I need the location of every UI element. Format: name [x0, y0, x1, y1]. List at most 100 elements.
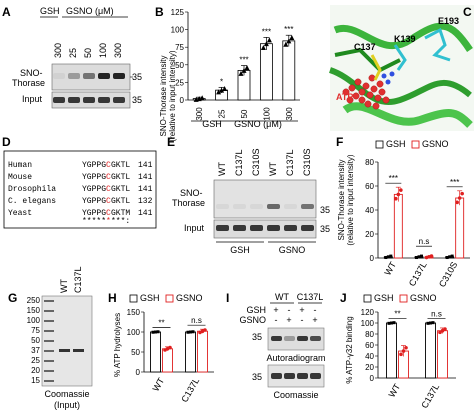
panel-g-ladder-band — [44, 300, 54, 302]
alignment-seq-suffix: GKTL — [111, 185, 130, 194]
panel-c: C E193 K139 C137 ATP — [328, 5, 474, 131]
panel-g-ladder-band — [44, 330, 54, 332]
panel-e-gsh-label: GSH — [230, 245, 250, 255]
chart-ytick-label: 0 — [136, 368, 141, 377]
panel-b-significance: *** — [239, 56, 248, 65]
panel-b-gsno-label: GSNO (μM) — [234, 119, 282, 129]
panel-e-lane-label: C137L — [234, 149, 244, 176]
atp-atom — [354, 78, 362, 86]
panel-f-significance: *** — [450, 178, 459, 187]
panel-a-mw1: 35 — [132, 72, 142, 82]
panel-b-chart: 0 25 50 75 100 125 300 * 25 *** 50 *** 100 *** 300 — [171, 8, 300, 122]
chart-ytick-label: 150 — [127, 308, 141, 317]
label-c137: C137 — [354, 42, 376, 52]
alignment-seq-prefix: YGPPG — [82, 197, 106, 206]
panel-e-sno-band — [250, 204, 263, 209]
alignment-seq-suffix: GKTL — [111, 173, 130, 182]
panel-i-coomassie-band — [284, 373, 295, 379]
panel-i-letter: I — [226, 291, 229, 305]
chart-xtick-label: WT — [151, 376, 167, 394]
legend-label-gsno: GSNO — [422, 139, 449, 149]
panel-i-gsh-sign: - — [288, 305, 291, 315]
chart-point-gsno — [203, 328, 207, 332]
panel-i-coomassie-band — [271, 373, 282, 379]
chart-ytick-label: 80 — [365, 158, 374, 167]
panel-a-sno-band — [68, 73, 80, 79]
panel-a-sno-band — [98, 73, 110, 79]
panel-g-mw-label: 20 — [31, 366, 40, 375]
panel-i-gsno-sign: + — [312, 315, 317, 325]
panel-j-significance: ** — [394, 309, 400, 318]
panel-e-sno-band — [284, 204, 297, 209]
label-atp: ATP — [336, 92, 353, 102]
panel-h-significance: ** — [158, 319, 164, 328]
panel-h: H GSH GSNO 0 50 100 150 WT C137L ** n.s % ATP hy… — [108, 291, 214, 404]
panel-g-ladder-band — [44, 310, 54, 312]
panel-i-coomassie — [267, 364, 325, 388]
panel-a-row1-label: SNO- — [20, 68, 43, 78]
chart-xtick-label: C310S — [437, 260, 459, 289]
panel-b-point — [260, 44, 266, 50]
chart-point-gsno — [457, 196, 462, 200]
panel-i-gsh-label: GSH — [246, 305, 266, 315]
chart-point-gsh — [384, 256, 388, 260]
panel-e-sno-band — [267, 204, 280, 209]
legend-swatch-gsno — [399, 294, 408, 303]
chart-point-gsh — [191, 330, 195, 334]
chart-xtick-label: WT — [382, 260, 398, 278]
panel-h-letter: H — [108, 291, 117, 305]
chart-ytick-label: 120 — [361, 308, 375, 317]
panel-i-autoradiogram-band — [310, 336, 321, 341]
panel-b: B 0 25 50 75 100 125 300 * 25 *** 50 *** 100 *** 300 S… — [155, 5, 300, 142]
atp-atom — [358, 88, 366, 96]
atp-atom — [364, 100, 372, 108]
chart-ytick-label: 50 — [131, 348, 140, 357]
atp-ligand — [342, 71, 395, 110]
legend-label-gsno: GSNO — [176, 293, 203, 303]
panel-a-sno-band — [113, 73, 125, 79]
chart-point-gsno — [460, 191, 464, 196]
panel-g-ladder-band — [44, 320, 54, 322]
panel-a-gsno-header: GSNO (μM) — [66, 6, 114, 16]
chart-bar-gsh — [150, 331, 161, 373]
panel-a-row2-label: Input — [22, 94, 43, 104]
panel-g-mw-label: 150 — [27, 306, 41, 315]
panel-a-lane-labels: 300 25 50 100 300 — [53, 43, 123, 58]
chart-point-gsh — [448, 255, 452, 259]
panel-g-mw-label: 15 — [31, 376, 40, 385]
atp-atom — [346, 96, 354, 104]
alignment-cysteine: C — [106, 185, 111, 194]
panel-f-chart: 0 20 40 60 80 WT C137L C310S *** n.s *** — [365, 158, 470, 289]
chart-ytick-label: 20 — [365, 230, 374, 239]
panel-e-gsno-label: GSNO — [279, 245, 306, 255]
legend-swatch-gsno — [165, 294, 174, 303]
alignment-cysteine: C — [106, 161, 111, 170]
legend-swatch-gsno — [411, 140, 420, 149]
panel-e-input-band — [233, 225, 246, 231]
panel-b-ytick-label: 0 — [180, 96, 185, 105]
panel-b-ytick-label: 75 — [175, 43, 184, 52]
panel-b-significance: *** — [262, 27, 271, 36]
panel-b-xtick-label: 50 — [240, 109, 249, 118]
alignment-cysteine: C — [106, 197, 111, 206]
chart-ytick-label: 40 — [365, 352, 374, 361]
panel-g-lane-label: WT — [59, 279, 69, 293]
chart-bar-gsh — [185, 331, 196, 373]
panel-i-mw1: 35 — [252, 332, 262, 342]
chart-point-gsno — [401, 349, 406, 353]
chart-point-gsh — [429, 321, 432, 325]
panel-c-letter: C — [463, 5, 472, 19]
panel-b-point — [199, 95, 205, 101]
chart-point-gsno — [399, 352, 403, 357]
chart-point-gsh — [420, 254, 423, 258]
panel-a-lane-label: 100 — [98, 43, 108, 58]
panel-g-caption2: (Input) — [54, 400, 80, 410]
panel-e-input-band — [284, 225, 297, 231]
chart-point-gsh — [450, 254, 454, 258]
panel-e-sno-bands — [216, 204, 314, 209]
panel-f-ylabel2: (relative to input intensity) — [346, 154, 355, 245]
